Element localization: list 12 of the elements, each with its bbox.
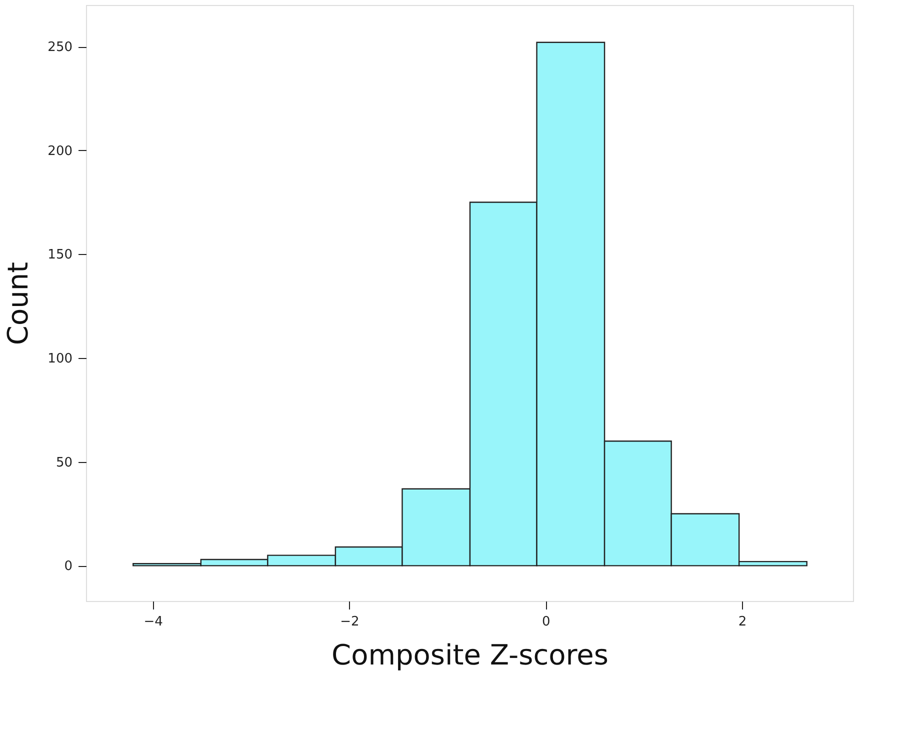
y-tick-label: 100 [48, 352, 72, 367]
y-tick-label: 50 [56, 455, 72, 470]
x-tick-label: −4 [144, 614, 163, 630]
y-tick-label: 150 [48, 248, 72, 263]
x-tick-label: −2 [340, 614, 360, 630]
y-tick-label: 200 [48, 144, 72, 159]
x-tick-label: 0 [542, 614, 550, 630]
x-axis-title: Composite Z-scores [332, 638, 608, 672]
x-tick-label: 2 [738, 614, 747, 630]
y-axis-title: Count [2, 262, 35, 346]
y-tick-label: 0 [64, 559, 72, 574]
y-tick-label: 250 [48, 40, 72, 56]
